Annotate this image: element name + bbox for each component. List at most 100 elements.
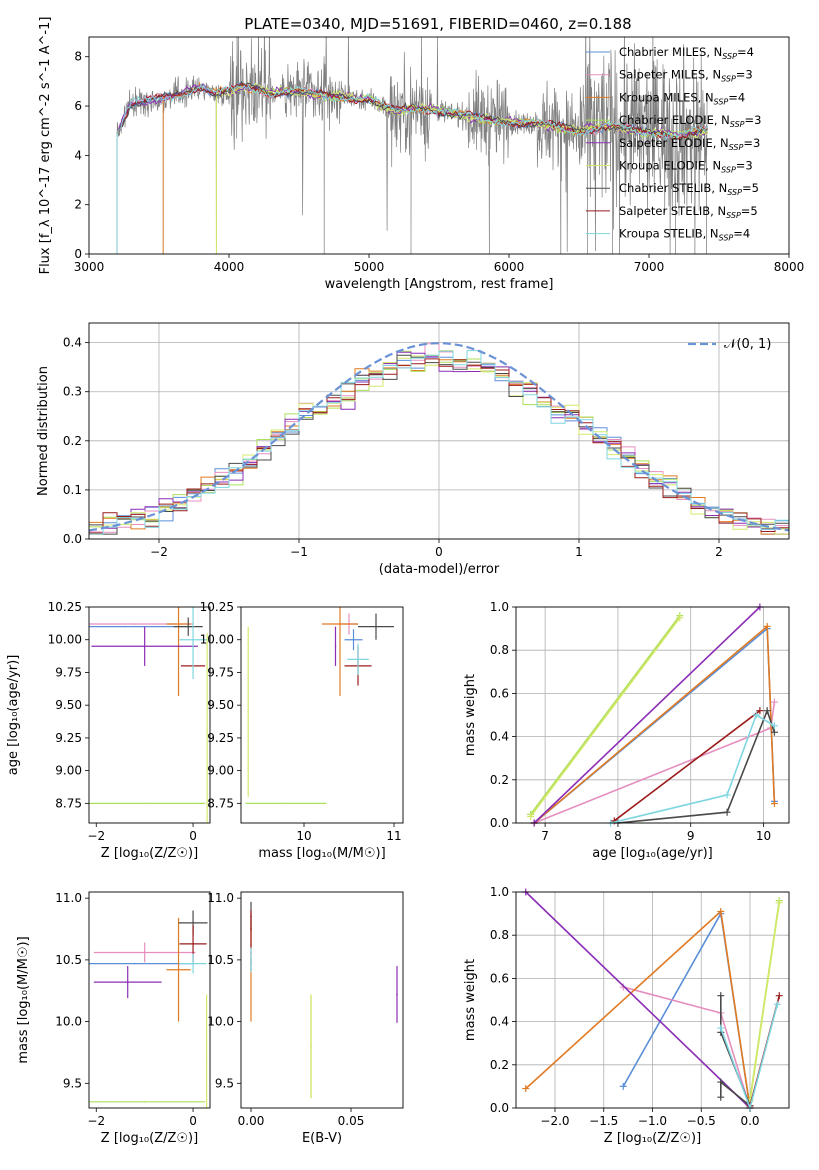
data-point xyxy=(205,1057,208,1060)
legend-label: Chabrier MILES, NSSP=4 xyxy=(619,45,754,61)
y-axis-label: Flux [f_λ 10^-17 erg cm^-2 s^-1 A^-1] xyxy=(38,17,53,275)
marker-plus xyxy=(522,1085,530,1093)
y-tick-label: 10.00 xyxy=(200,633,234,647)
figure-title: PLATE=0340, MJD=51691, FIBERID=0460, z=0… xyxy=(244,15,631,33)
data-point xyxy=(143,1101,146,1103)
axes-frame xyxy=(88,606,211,824)
x-tick-label: 10 xyxy=(296,829,311,843)
y-tick-label: 0.2 xyxy=(490,773,509,787)
y-tick-label: 11.0 xyxy=(207,891,234,905)
x-tick-label: 0 xyxy=(189,829,197,843)
marker-plus xyxy=(717,907,725,915)
y-tick-label: 9.75 xyxy=(55,665,82,679)
series-line xyxy=(749,902,781,1102)
x-tick-label: 7 xyxy=(541,829,549,843)
legend-label: Kroupa MILES, NSSP=4 xyxy=(619,90,745,106)
x-tick-label: 0.00 xyxy=(238,1114,265,1128)
data-point xyxy=(177,623,180,625)
y-tick-label: 9.5 xyxy=(63,1076,82,1090)
weight-vs-Z-panel: −2.0 −1.5 −1.0 −0.5 0.0 0.0 0.2 0.4 0.6 0.8 1.0 Z [… xyxy=(463,885,790,1146)
x-axis-label: Z [log₁₀(Z/Z☉)] xyxy=(101,846,198,861)
data-point xyxy=(124,625,127,628)
x-tick-label: 11 xyxy=(386,829,401,843)
y-tick-label: 10.00 xyxy=(48,633,82,647)
marker-plus xyxy=(717,1093,725,1101)
y-tick-label: 1.0 xyxy=(490,600,509,614)
legend-label: Salpeter ELODIE, NSSP=3 xyxy=(619,136,760,152)
legend: Chabrier MILES, NSSP=4 Salpeter MILES, NS… xyxy=(586,45,761,243)
marker-plus xyxy=(770,728,778,736)
y-axis-label: mass weight xyxy=(463,674,478,756)
y-tick-label: 9.5 xyxy=(215,1076,234,1090)
series-line xyxy=(533,606,761,824)
y-tick-label: 9.50 xyxy=(55,698,82,712)
series-line xyxy=(529,617,681,817)
marker-plus xyxy=(775,992,783,1000)
marker-plus xyxy=(717,1024,725,1032)
mass-vs-EBV-panel: 0.00 0.05 9.5 10.0 10.5 11.0 E(B-V) xyxy=(207,891,404,1146)
points xyxy=(245,607,394,805)
x-tick-label: 6000 xyxy=(494,260,525,274)
marker-plus xyxy=(527,813,535,821)
data-point xyxy=(352,638,355,641)
marker-plus xyxy=(763,707,771,715)
x-axis-label: mass [log₁₀(M/M☉)] xyxy=(258,846,385,861)
y-tick-label: 0.3 xyxy=(63,385,82,399)
y-tick-label: 10.5 xyxy=(207,953,234,967)
marker-plus xyxy=(775,899,783,907)
histogram-salpeter-stelib xyxy=(89,358,789,534)
y-tick-label: 9.00 xyxy=(207,764,234,778)
residuals-panel: −2 −1 0 1 2 0.0 0.1 0.2 0.3 0.4 (data-model)/error… xyxy=(36,322,790,577)
marker-plus xyxy=(770,800,778,808)
histogram-kroupa-elodie xyxy=(89,350,789,535)
x-tick-label: −2 xyxy=(87,1114,105,1128)
x-tick-label: 0.05 xyxy=(338,1114,365,1128)
y-tick-label: 8 xyxy=(74,50,82,64)
x-tick-label: 3000 xyxy=(74,260,105,274)
marker-plus xyxy=(723,791,731,799)
data-point xyxy=(126,981,129,983)
data-point xyxy=(134,962,136,965)
series-line xyxy=(525,891,751,1109)
model-spectrum xyxy=(116,82,709,254)
axes-frame xyxy=(240,606,404,824)
axes-frame xyxy=(515,891,790,1109)
x-tick-label: −2 xyxy=(87,829,105,843)
legend-label: 𝒩(0, 1) xyxy=(724,337,771,352)
y-tick-label: 0.4 xyxy=(63,336,82,350)
marker-plus xyxy=(676,614,684,622)
data-point xyxy=(187,625,190,628)
marker-plus xyxy=(723,808,731,816)
marker-plus xyxy=(752,711,760,719)
y-tick-label: 10.0 xyxy=(55,1015,82,1029)
y-tick-label: 0.8 xyxy=(490,928,509,942)
series-line xyxy=(613,710,761,822)
histograms xyxy=(89,342,789,535)
legend-label: Kroupa STELIB, NSSP=4 xyxy=(619,227,750,243)
y-tick-label: 0.6 xyxy=(490,971,509,985)
x-tick-label: −1 xyxy=(290,545,308,559)
y-tick-label: 0.8 xyxy=(490,643,509,657)
marker-plus xyxy=(717,992,725,1000)
points xyxy=(89,910,208,1108)
y-tick-label: 11.0 xyxy=(55,891,82,905)
x-tick-label: −1.5 xyxy=(589,1114,618,1128)
y-tick-label: 0.1 xyxy=(63,483,82,497)
data-point xyxy=(192,962,194,965)
y-tick-label: 9.50 xyxy=(207,698,234,712)
data-point xyxy=(357,658,359,661)
x-axis-label: (data-model)/error xyxy=(379,562,500,577)
x-tick-label: 0 xyxy=(435,545,443,559)
x-tick-label: 9 xyxy=(687,829,695,843)
points xyxy=(250,901,398,1099)
data-point xyxy=(250,959,252,961)
model-spectrum xyxy=(116,80,708,254)
y-tick-label: 0.0 xyxy=(63,532,82,546)
series-line xyxy=(533,624,776,824)
y-tick-label: 0.6 xyxy=(490,686,509,700)
x-tick-label: 8000 xyxy=(774,260,805,274)
y-tick-label: 0.0 xyxy=(490,816,509,830)
data-point xyxy=(396,993,398,996)
data-point xyxy=(310,1045,312,1048)
